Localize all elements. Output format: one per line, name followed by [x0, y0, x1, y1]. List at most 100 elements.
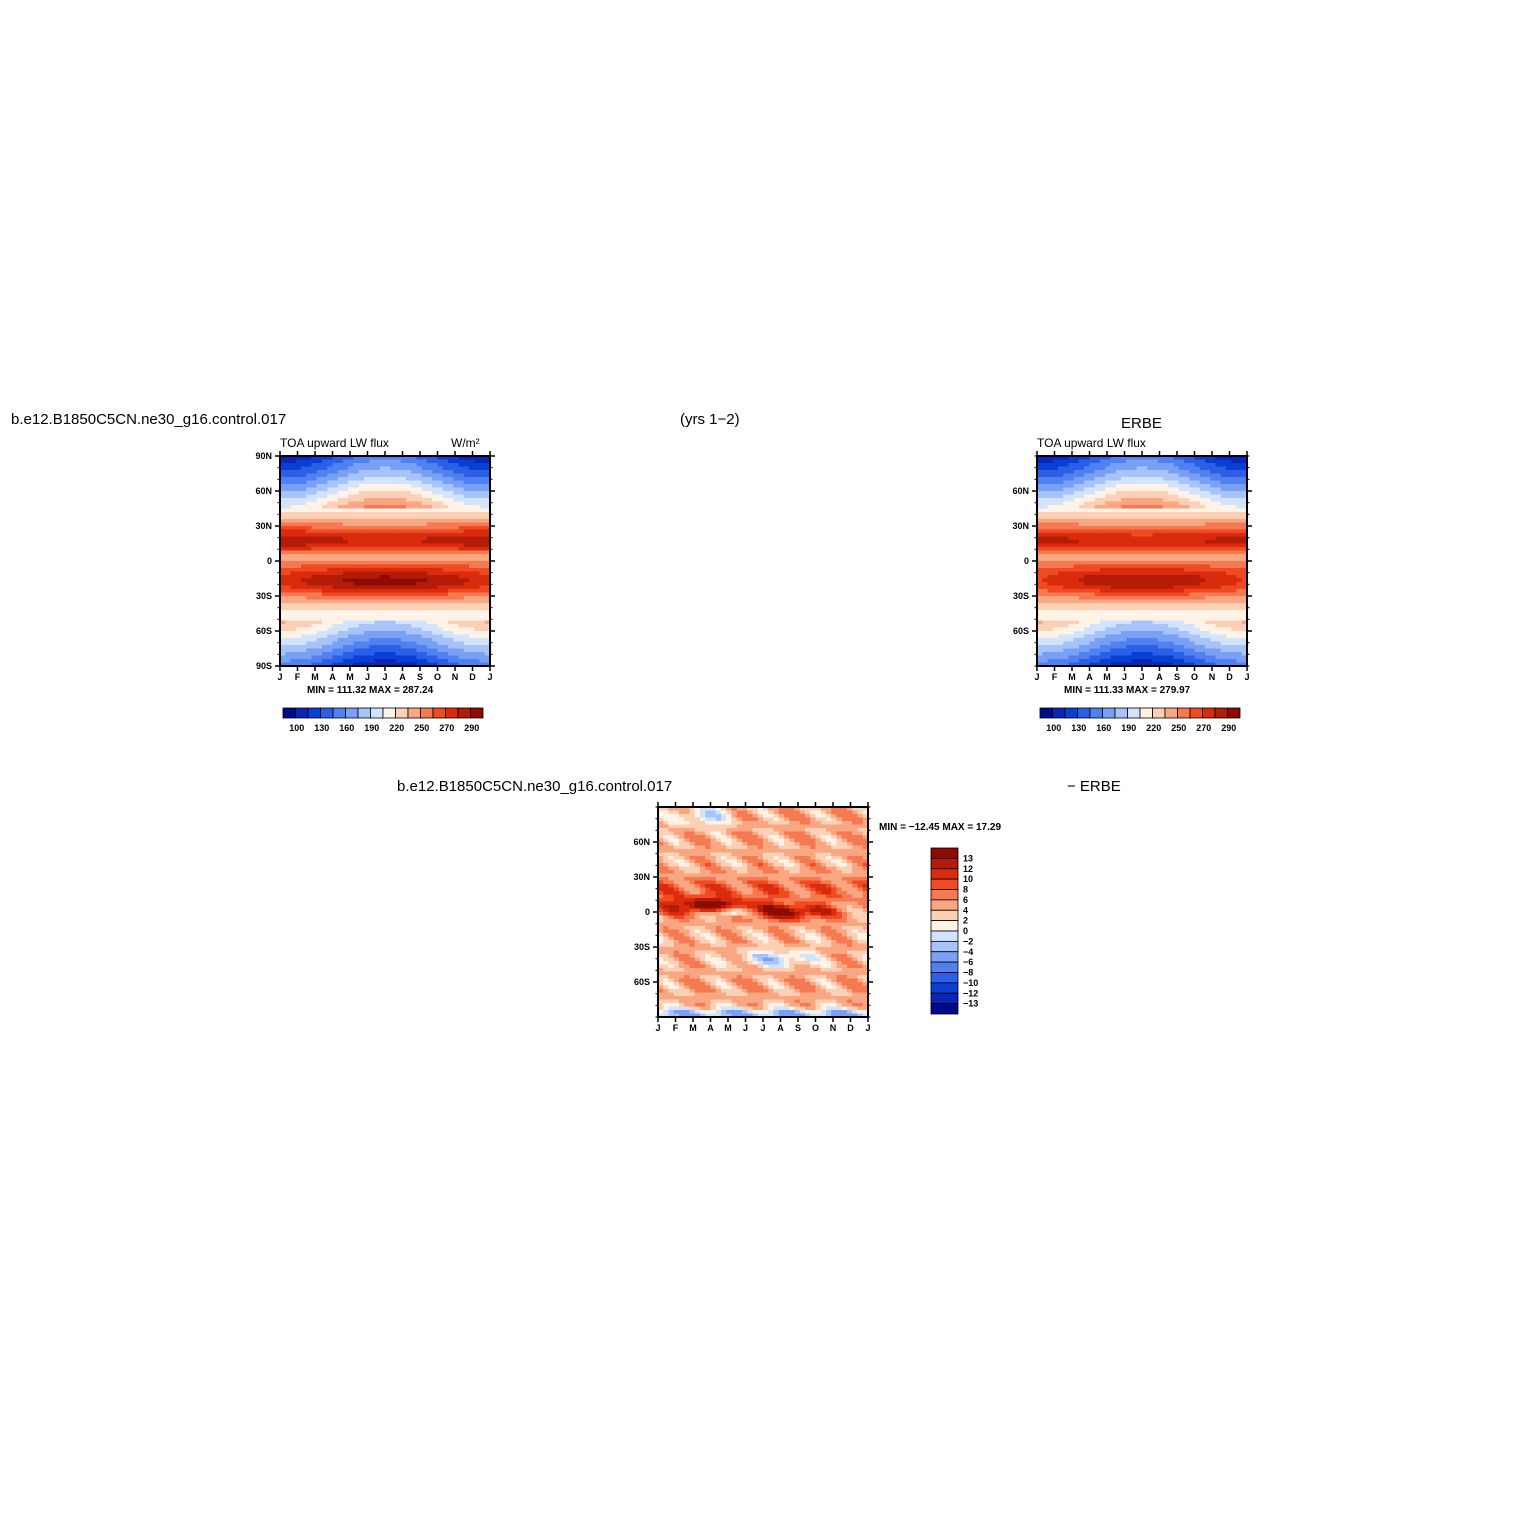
heatmap-cell	[1157, 659, 1164, 663]
heatmap-cell	[1110, 536, 1117, 541]
heatmap-cell	[1231, 477, 1237, 481]
heatmap-cell	[1136, 456, 1143, 460]
heatmap-cell	[1094, 575, 1101, 579]
heatmap-cell	[448, 557, 454, 562]
heatmap-cell	[343, 512, 349, 516]
heatmap-cell	[1226, 501, 1232, 506]
heatmap-cell	[484, 627, 491, 632]
heatmap-cell	[1136, 606, 1143, 611]
heatmap-cell	[1205, 638, 1211, 642]
heatmap-cell	[316, 456, 323, 460]
heatmap-cell	[1121, 473, 1127, 478]
heatmap-cell	[469, 540, 475, 544]
heatmap-cell	[442, 459, 449, 464]
heatmap-cell	[484, 533, 491, 537]
heatmap-cell	[369, 512, 375, 516]
heatmap-cell	[374, 540, 381, 544]
heatmap-cell	[306, 620, 312, 625]
heatmap-cell	[411, 575, 417, 579]
heatmap-cell	[1215, 575, 1222, 579]
heatmap-cell	[1042, 655, 1048, 660]
heatmap-cell	[1079, 596, 1085, 600]
heatmap-cell	[332, 459, 339, 464]
heatmap-cell	[374, 603, 381, 607]
heatmap-cell	[1210, 613, 1216, 618]
heatmap-cell	[1236, 582, 1243, 586]
heatmap-cell	[1058, 487, 1064, 492]
heatmap-cell	[427, 540, 433, 544]
heatmap-cell	[1047, 606, 1054, 611]
heatmap-cell	[1110, 494, 1117, 499]
heatmap-cell	[442, 561, 449, 565]
heatmap-cell	[463, 512, 470, 516]
heatmap-cell	[1220, 617, 1227, 621]
heatmap-cell	[285, 662, 291, 667]
heatmap-cell	[1058, 564, 1064, 569]
heatmap-cell	[1100, 501, 1106, 506]
heatmap-cell	[1052, 473, 1059, 478]
heatmap-cell	[332, 550, 339, 555]
heatmap-cell	[1126, 519, 1132, 523]
heatmap-cell	[1115, 547, 1122, 551]
heatmap-cell	[437, 463, 444, 467]
heatmap-cell	[353, 578, 360, 583]
heatmap-cell	[322, 652, 328, 656]
heatmap-cell	[1121, 554, 1127, 558]
heatmap-cell	[285, 550, 291, 555]
heatmap-cell	[290, 557, 297, 562]
heatmap-cell	[1094, 515, 1101, 520]
heatmap-cell	[1173, 533, 1180, 537]
heatmap-cell	[427, 526, 433, 530]
heatmap-cell	[332, 568, 339, 572]
heatmap-cell	[1089, 550, 1096, 555]
heatmap-cell	[290, 638, 297, 642]
heatmap-cell	[1173, 620, 1180, 625]
heatmap-cell	[337, 589, 344, 593]
heatmap-cell	[364, 519, 370, 523]
heatmap-cell	[1157, 582, 1164, 586]
heatmap-cell	[1231, 494, 1237, 499]
heatmap-cell	[295, 477, 302, 481]
heatmap-cell	[1084, 652, 1090, 656]
heatmap-cell	[332, 519, 339, 523]
heatmap-cell	[1194, 508, 1201, 513]
heatmap-cell	[400, 599, 407, 604]
heatmap-cell	[1100, 575, 1106, 579]
heatmap-cell	[1073, 561, 1080, 565]
heatmap-cell	[1131, 641, 1138, 646]
heatmap-cell	[395, 606, 402, 611]
heatmap-cell	[479, 515, 486, 520]
heatmap-cell	[306, 613, 312, 618]
heatmap-cell	[358, 624, 365, 628]
heatmap-cell	[432, 501, 438, 506]
heatmap-cell	[327, 515, 333, 520]
heatmap-cell	[463, 648, 470, 653]
heatmap-cell	[1079, 540, 1085, 544]
heatmap-cell	[337, 459, 344, 464]
heatmap-cell	[343, 641, 349, 646]
heatmap-cell	[406, 620, 412, 625]
heatmap-cell	[358, 498, 365, 502]
heatmap-cell	[1173, 529, 1180, 534]
heatmap-cell	[1094, 526, 1101, 530]
heatmap-cell	[1184, 547, 1190, 551]
heatmap-cell	[1105, 473, 1111, 478]
heatmap-cell	[364, 589, 370, 593]
heatmap-cell	[364, 596, 370, 600]
heatmap-cell	[437, 645, 444, 649]
heatmap-cell	[1241, 627, 1248, 632]
heatmap-cell	[427, 603, 433, 607]
heatmap-cell	[437, 536, 444, 541]
heatmap-cell	[1215, 484, 1222, 488]
heatmap-cell	[479, 578, 486, 583]
heatmap-cell	[453, 617, 459, 621]
heatmap-cell	[1115, 505, 1122, 509]
heatmap-cell	[290, 480, 297, 485]
heatmap-cell	[280, 519, 286, 523]
heatmap-cell	[1157, 526, 1164, 530]
heatmap-cell	[484, 547, 491, 551]
heatmap-cell	[395, 596, 402, 600]
heatmap-cell	[432, 498, 438, 502]
heatmap-cell	[311, 515, 318, 520]
heatmap-cell	[295, 512, 302, 516]
